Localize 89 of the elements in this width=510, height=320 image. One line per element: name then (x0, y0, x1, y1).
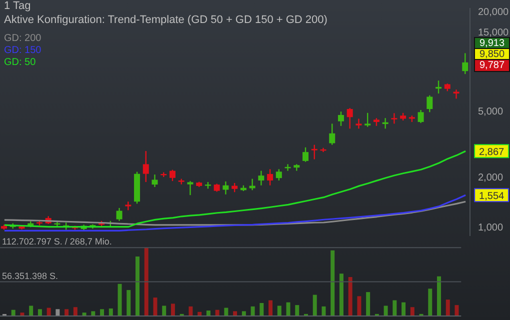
bar (428, 288, 432, 316)
candlestick (222, 180, 229, 195)
bar (454, 305, 459, 316)
candlestick (346, 107, 353, 130)
line-series (4, 200, 466, 226)
bar (215, 310, 220, 316)
bar (73, 307, 78, 316)
candlestick (276, 168, 282, 182)
candlestick (142, 150, 149, 183)
bar (126, 290, 131, 316)
candlestick (152, 174, 158, 188)
candlestick (338, 110, 344, 127)
text: 9,913 (474, 37, 510, 50)
bar (446, 300, 450, 316)
text: GD: 200 (4, 33, 42, 45)
bar (402, 302, 406, 316)
candlestick (426, 94, 433, 113)
text: 9,850 (474, 48, 510, 61)
y-tick-label: 2,000 (478, 172, 504, 184)
bar (348, 277, 352, 316)
candlestick (391, 112, 398, 124)
y-tick-label: 15,000 (478, 28, 510, 39)
bar (384, 306, 388, 316)
bar (224, 308, 228, 316)
chart-title: 1 Tag (4, 0, 31, 12)
text: GD: 50 (4, 57, 37, 69)
bar (118, 284, 122, 316)
bar (153, 298, 158, 316)
candlestick (125, 201, 132, 211)
bar (339, 274, 344, 316)
bar (206, 310, 210, 316)
candlestick (364, 112, 371, 128)
bar (410, 307, 414, 316)
y-tick-label: 5,000 (478, 106, 504, 118)
line-series (4, 150, 466, 228)
text: 9,787 (474, 59, 510, 72)
bar (312, 294, 317, 316)
candlestick (356, 118, 362, 130)
bar (170, 304, 175, 316)
bar (233, 311, 238, 316)
bar (91, 311, 96, 316)
bar (277, 306, 282, 316)
candlestick (116, 207, 122, 222)
bar (260, 303, 264, 316)
bar (286, 302, 290, 316)
bar (100, 309, 104, 316)
bar (437, 276, 442, 316)
bar (268, 300, 273, 316)
y-tick-label: 20,000 (478, 7, 510, 18)
y-tick-label: 1,000 (478, 222, 504, 234)
bar (162, 306, 166, 316)
bar (11, 310, 16, 316)
bar (322, 306, 326, 316)
bar (295, 305, 300, 316)
candlestick (267, 168, 274, 186)
bar (46, 308, 51, 316)
bar (357, 296, 362, 316)
line-series (4, 194, 466, 232)
candlestick (418, 109, 424, 124)
candlestick (436, 80, 442, 94)
bar (144, 248, 148, 316)
candlestick (453, 88, 460, 100)
candlestick (169, 169, 176, 182)
bar (392, 300, 397, 316)
bar (108, 308, 113, 316)
text: GD: 150 (4, 45, 42, 57)
data-label: 2,867 (479, 147, 505, 158)
candlestick (232, 182, 238, 193)
data-label: 1,554 (479, 191, 505, 202)
ref-line-label: 56.351.398 S. (2, 270, 58, 281)
candlestick (462, 52, 468, 75)
bar (250, 306, 255, 316)
bar (188, 306, 193, 316)
bar (56, 309, 60, 316)
text: Aktive Konfiguration: Trend-Template (GD 50 + GD 150 + GD 200) (4, 14, 328, 26)
candlestick (302, 146, 309, 162)
candlestick (187, 180, 194, 196)
bar (366, 292, 370, 316)
bar (29, 306, 34, 316)
ref-line-label: 112.702.797 S. / 268,7 Mio. (2, 236, 112, 247)
bar (64, 309, 69, 316)
bar (136, 256, 140, 316)
candlestick (249, 178, 256, 191)
bar (38, 309, 42, 316)
bar (330, 250, 335, 316)
candlestick (311, 144, 318, 160)
bar (242, 311, 246, 316)
candlestick (329, 123, 336, 146)
candlestick (258, 170, 264, 186)
